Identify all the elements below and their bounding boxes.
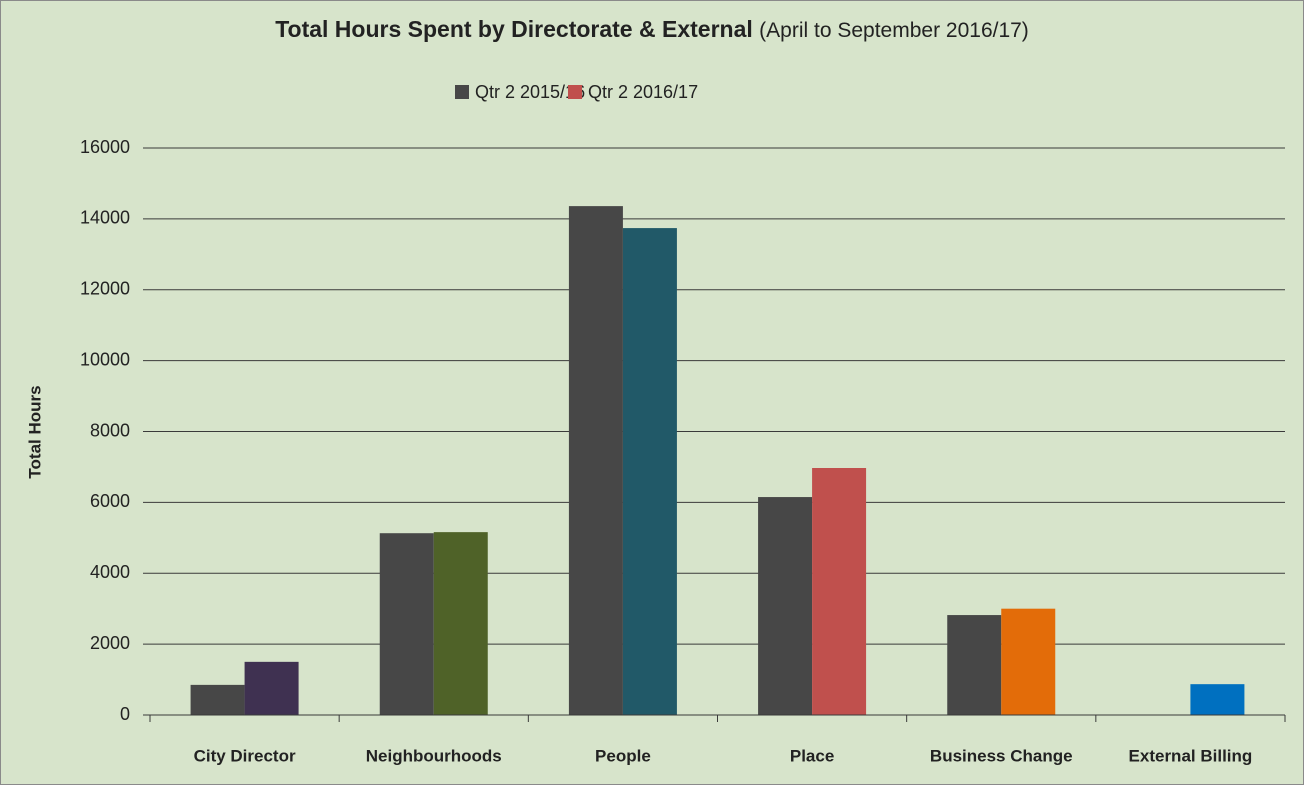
x-tick-label: External Billing (1129, 746, 1253, 765)
y-tick-label: 6000 (90, 491, 130, 511)
subtitle: (April to September 2016/17) (759, 19, 1029, 42)
y-tick-label: 12000 (80, 279, 130, 299)
legend-label: Qtr 2 2015/16 (475, 82, 585, 102)
x-tick-label: City Director (194, 746, 296, 765)
y-tick-label: 0 (120, 704, 130, 724)
bar (379, 533, 434, 715)
y-tick-label: 14000 (80, 208, 130, 228)
bar (244, 661, 299, 715)
title-main: Total Hours Spent by Directorate & Exter… (275, 16, 753, 42)
y-axis-label: Total Hours (25, 385, 44, 478)
bar (1001, 608, 1056, 715)
x-tick-label: People (595, 746, 651, 765)
chart-title: Total Hours Spent by Directorate & Exter… (275, 16, 1029, 42)
bar (622, 228, 677, 715)
x-tick-label: Place (790, 746, 834, 765)
legend-label: Qtr 2 2016/17 (588, 82, 698, 102)
y-tick-label: 8000 (90, 420, 130, 440)
bar (568, 206, 623, 715)
legend-swatch (568, 85, 582, 99)
bar (812, 468, 867, 715)
y-tick-label: 10000 (80, 349, 130, 369)
bar (1190, 684, 1245, 715)
bar (433, 532, 488, 715)
y-tick-label: 4000 (90, 562, 130, 582)
bar (190, 684, 245, 715)
bar (758, 497, 813, 715)
y-tick-label: 16000 (80, 137, 130, 157)
y-tick-label: 2000 (90, 633, 130, 653)
x-tick-label: Business Change (930, 746, 1073, 765)
legend-swatch (455, 85, 469, 99)
bar (947, 615, 1002, 715)
x-tick-label: Neighbourhoods (366, 746, 502, 765)
